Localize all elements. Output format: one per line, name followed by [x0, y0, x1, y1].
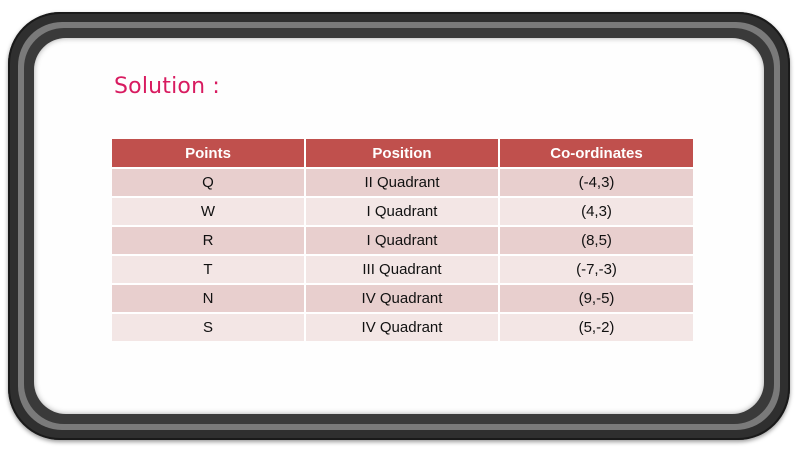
position-cell: II Quadrant — [306, 167, 500, 196]
coordinates-cell: (4,3) — [500, 196, 693, 225]
point-cell: Q — [112, 167, 306, 196]
table-row: T III Quadrant (-7,-3) — [112, 254, 693, 283]
coordinates-cell: (-4,3) — [500, 167, 693, 196]
position-cell: IV Quadrant — [306, 312, 500, 341]
coordinates-cell: (9,-5) — [500, 283, 693, 312]
position-cell: III Quadrant — [306, 254, 500, 283]
coordinates-cell: (5,-2) — [500, 312, 693, 341]
coordinates-cell: (-7,-3) — [500, 254, 693, 283]
point-cell: T — [112, 254, 306, 283]
position-cell: I Quadrant — [306, 225, 500, 254]
table-header-row: Points Position Co-ordinates — [112, 139, 693, 167]
point-cell: R — [112, 225, 306, 254]
column-header-coordinates: Co-ordinates — [500, 139, 693, 167]
table-row: R I Quadrant (8,5) — [112, 225, 693, 254]
point-cell: S — [112, 312, 306, 341]
position-cell: IV Quadrant — [306, 283, 500, 312]
coordinates-cell: (8,5) — [500, 225, 693, 254]
table-row: W I Quadrant (4,3) — [112, 196, 693, 225]
column-header-position: Position — [306, 139, 500, 167]
point-cell: W — [112, 196, 306, 225]
table-row: Q II Quadrant (-4,3) — [112, 167, 693, 196]
point-cell: N — [112, 283, 306, 312]
points-table: Points Position Co-ordinates Q II Quadra… — [112, 139, 693, 341]
points-table-container: Points Position Co-ordinates Q II Quadra… — [112, 139, 693, 341]
table-row: N IV Quadrant (9,-5) — [112, 283, 693, 312]
solution-heading: Solution : — [114, 74, 221, 99]
position-cell: I Quadrant — [306, 196, 500, 225]
table-row: S IV Quadrant (5,-2) — [112, 312, 693, 341]
column-header-points: Points — [112, 139, 306, 167]
